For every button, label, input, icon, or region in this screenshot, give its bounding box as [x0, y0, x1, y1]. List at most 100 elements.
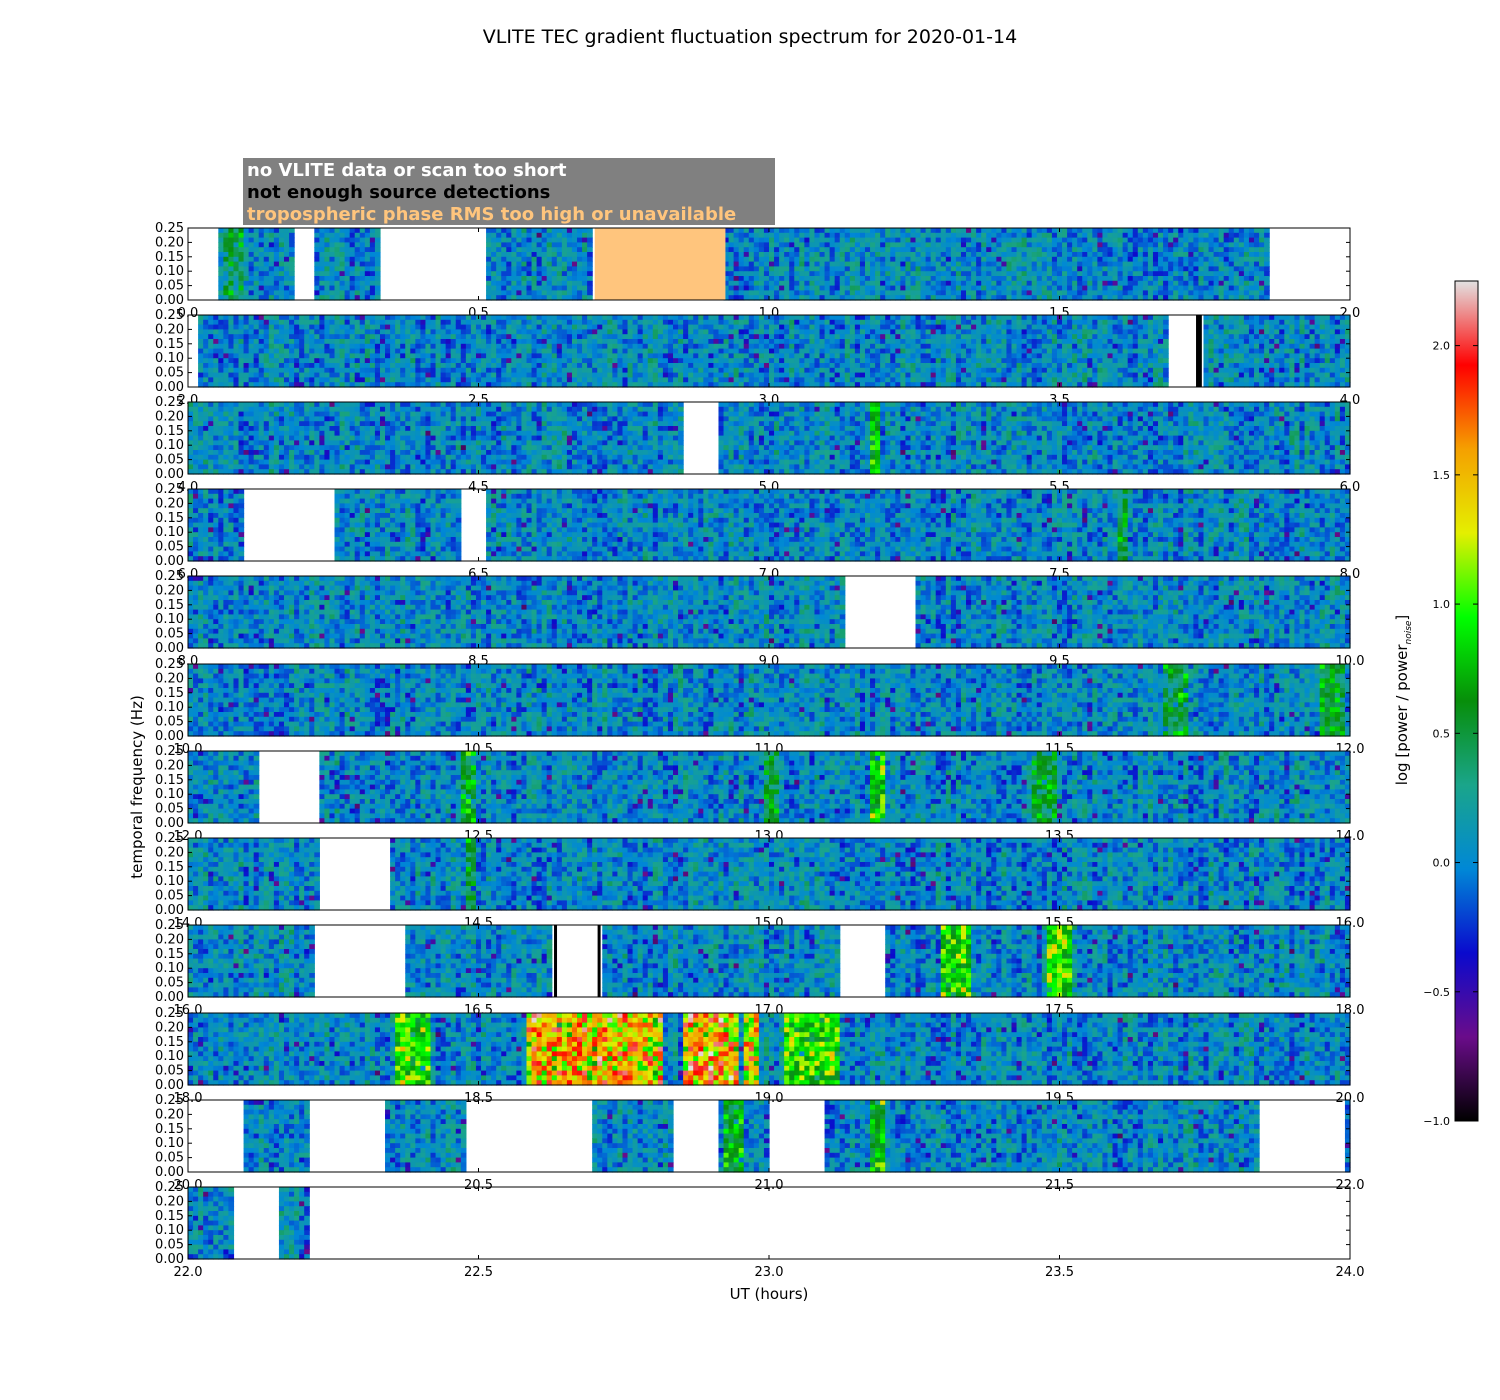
heatmap-cell [1001, 262, 1007, 267]
heatmap-cell [941, 349, 947, 354]
heatmap-cell [875, 290, 881, 295]
heatmap-cell [870, 329, 876, 334]
heatmap-cell [314, 266, 320, 271]
heatmap-cell [329, 266, 335, 271]
heatmap-cell [552, 353, 558, 358]
heatmap-cell [936, 334, 942, 339]
heatmap-cell [850, 325, 856, 330]
heatmap-cell [612, 320, 618, 325]
heatmap-cell [986, 247, 992, 252]
heatmap-cell [744, 349, 750, 354]
heatmap-cell [981, 281, 987, 286]
heatmap-cell [931, 334, 937, 339]
heatmap-cell [249, 281, 255, 286]
heatmap-cell [1143, 228, 1149, 233]
heatmap-cell [360, 242, 366, 247]
heatmap-cell [840, 242, 846, 247]
heatmap-cell [239, 373, 245, 378]
heatmap-cell [855, 228, 861, 233]
heatmap-cell [1057, 247, 1063, 252]
heatmap-cell [1077, 286, 1083, 291]
heatmap-cell [370, 320, 376, 325]
heatmap-cell [259, 233, 265, 238]
heatmap-cell [370, 238, 376, 243]
heatmap-cell [734, 233, 740, 238]
heatmap-cell [259, 353, 265, 358]
heatmap-cell [1017, 247, 1023, 252]
heatmap-cell [941, 271, 947, 276]
heatmap-cell [744, 353, 750, 358]
heatmap-cell [739, 286, 745, 291]
heatmap-cell [471, 325, 477, 330]
heatmap-cell [835, 271, 841, 276]
heatmap-cell [264, 271, 270, 276]
heatmap-cell [941, 344, 947, 349]
heatmap-cell [1138, 271, 1144, 276]
heatmap-cell [314, 233, 320, 238]
heatmap-cell [244, 276, 250, 281]
heatmap-cell [825, 257, 831, 262]
heatmap-cell [840, 373, 846, 378]
heatmap-cell [233, 281, 239, 286]
heatmap-cell [622, 315, 628, 320]
heatmap-cell [491, 358, 497, 363]
heatmap-cell [446, 315, 452, 320]
heatmap-cell [673, 363, 679, 368]
heatmap-cell [880, 262, 886, 267]
heatmap-cell [375, 247, 381, 252]
heatmap-cell [875, 247, 881, 252]
heatmap-cell [814, 373, 820, 378]
heatmap-cell [218, 349, 224, 354]
heatmap-cell [1047, 266, 1053, 271]
heatmap-cell [961, 271, 967, 276]
heatmap-cell [1153, 247, 1159, 252]
heatmap-cell [1067, 228, 1073, 233]
heatmap-cell [496, 262, 502, 267]
heatmap-cell [597, 339, 603, 344]
heatmap-cell [774, 242, 780, 247]
heatmap-cell [360, 257, 366, 262]
heatmap-cell [1037, 377, 1043, 382]
heatmap-cell [774, 329, 780, 334]
heatmap-cell [1092, 262, 1098, 267]
heatmap-cell [804, 242, 810, 247]
heatmap-cell [244, 377, 250, 382]
heatmap-cell [471, 315, 477, 320]
heatmap-cell [678, 329, 684, 334]
heatmap-cell [840, 228, 846, 233]
heatmap-cell [1047, 271, 1053, 276]
heatmap-cell [759, 325, 765, 330]
heatmap-cell [532, 238, 538, 243]
heatmap-cell [355, 353, 361, 358]
heatmap-cell [415, 325, 421, 330]
heatmap-cell [678, 358, 684, 363]
heatmap-cell [1001, 242, 1007, 247]
heatmap-cell [324, 315, 330, 320]
heatmap-cell [774, 286, 780, 291]
heatmap-cell [355, 276, 361, 281]
heatmap-cell [951, 257, 957, 262]
heatmap-cell [577, 276, 583, 281]
heatmap-cell [410, 353, 416, 358]
heatmap-cell [451, 358, 457, 363]
heatmap-cell [532, 339, 538, 344]
heatmap-cell [996, 349, 1002, 354]
heatmap-cell [360, 339, 366, 344]
heatmap-cell [360, 252, 366, 257]
heatmap-cell [304, 325, 310, 330]
heatmap-cell [830, 325, 836, 330]
heatmap-cell [820, 339, 826, 344]
heatmap-cell [542, 290, 548, 295]
heatmap-cell [405, 363, 411, 368]
heatmap-cell [633, 373, 639, 378]
heatmap-cell [350, 247, 356, 252]
heatmap-cell [1178, 257, 1184, 262]
heatmap-cell [926, 315, 932, 320]
heatmap-cell [769, 257, 775, 262]
heatmap-cell [203, 325, 209, 330]
heatmap-cell [264, 377, 270, 382]
heatmap-cell [390, 353, 396, 358]
heatmap-cell [1214, 286, 1220, 291]
heatmap-cell [1153, 238, 1159, 243]
heatmap-cell [249, 228, 255, 233]
